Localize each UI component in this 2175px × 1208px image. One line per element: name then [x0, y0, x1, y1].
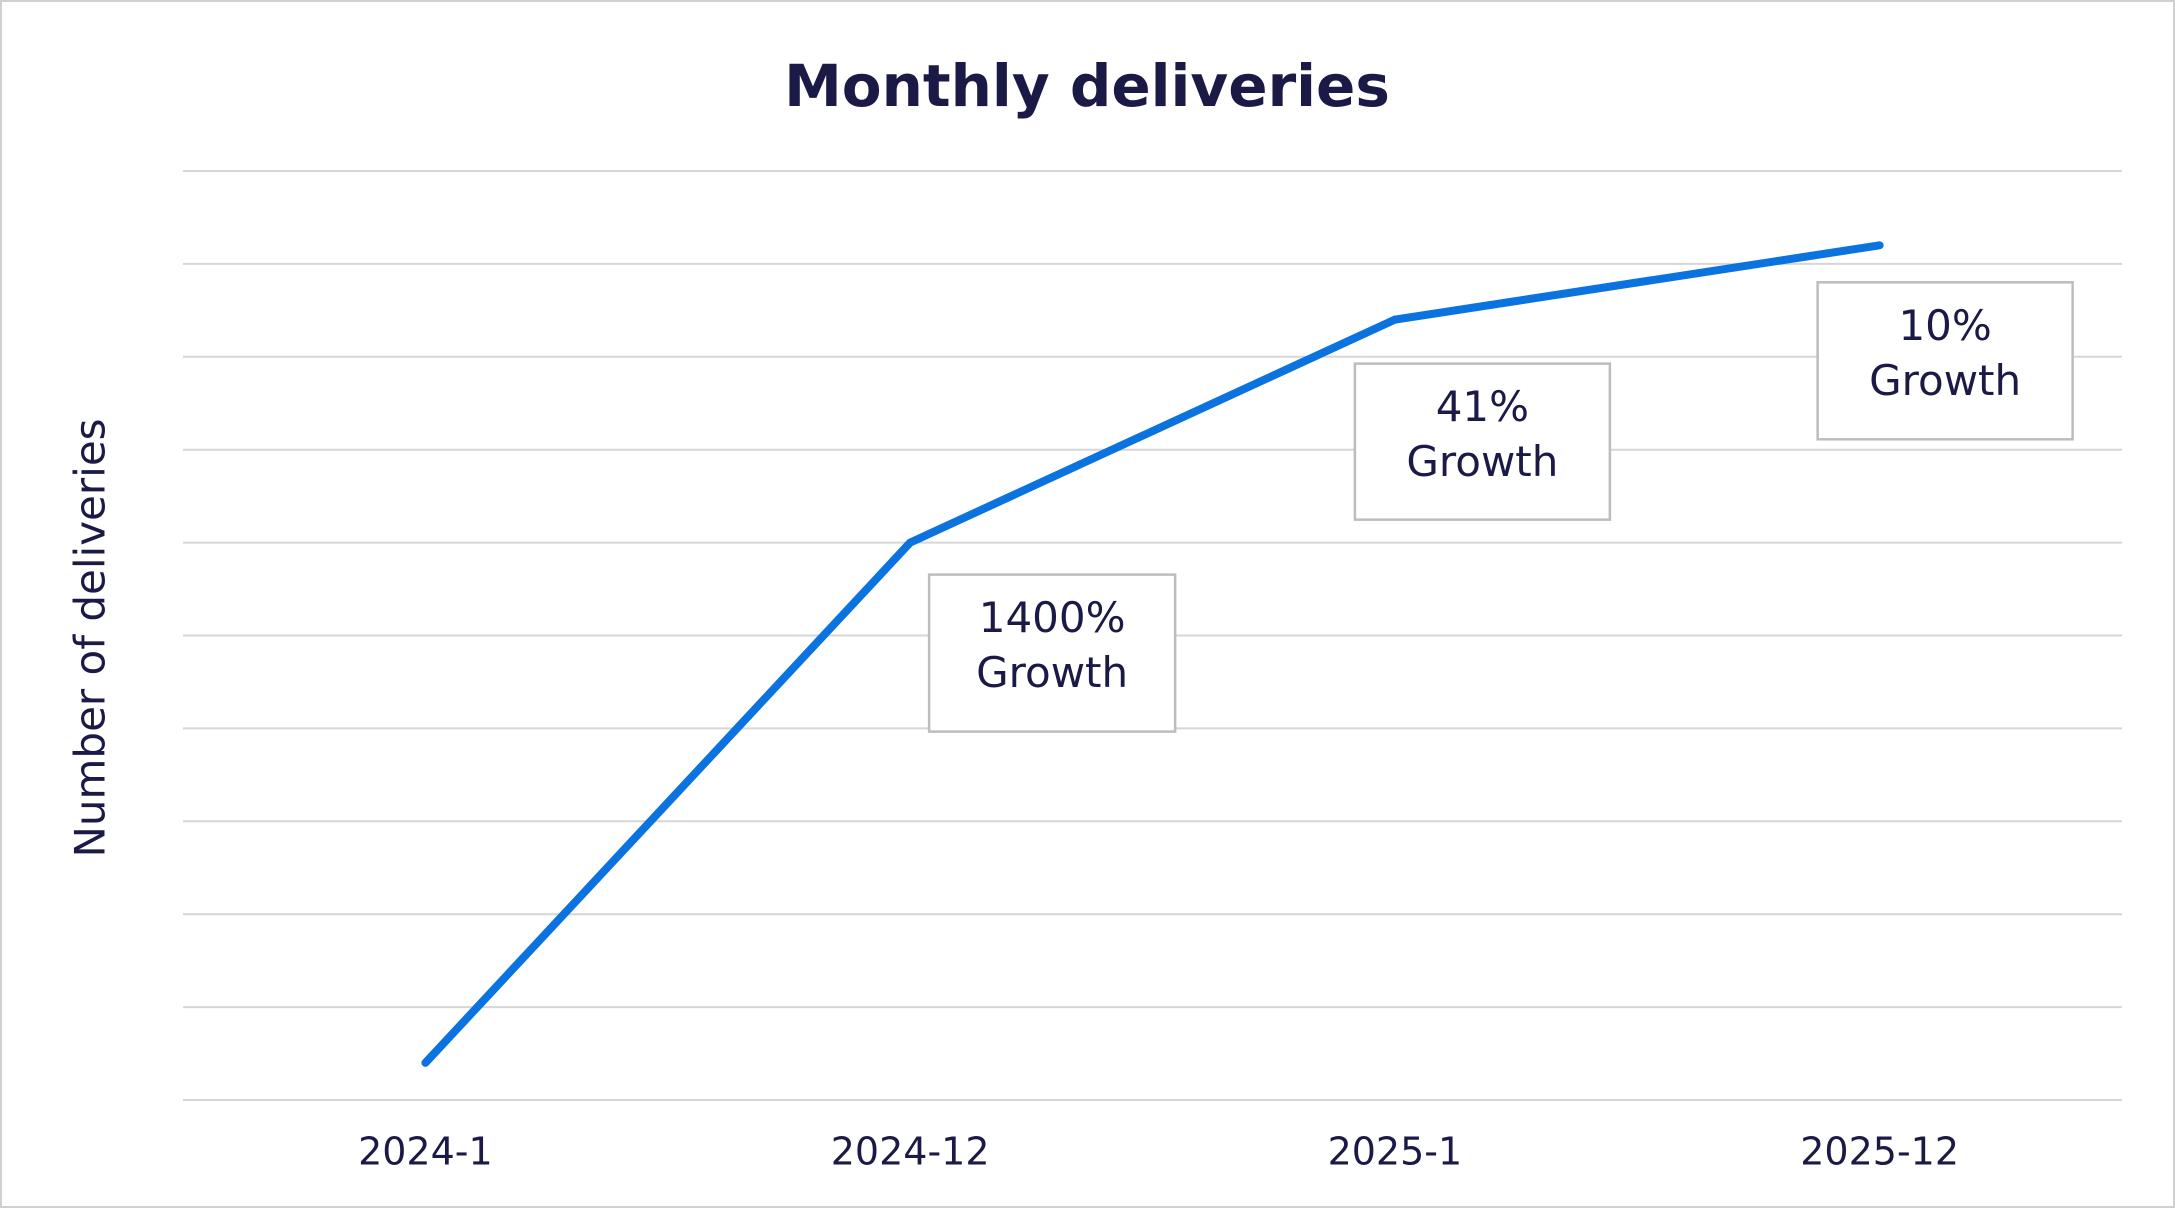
annotation-text: 1400%: [979, 593, 1126, 642]
annotation-text: Growth: [1406, 437, 1558, 486]
annotation-text: 41%: [1436, 382, 1529, 431]
chart-title: Monthly deliveries: [784, 52, 1390, 120]
annotation-text: 10%: [1898, 301, 1991, 350]
y-axis-label: Number of deliveries: [66, 418, 115, 857]
data-line: [421, 241, 1884, 1067]
annotation-box: [927, 573, 1177, 733]
x-tick-label: 2025-1: [1328, 1130, 1463, 1174]
x-tick-label: 2024-12: [831, 1130, 990, 1174]
annotation-text: Growth: [976, 648, 1128, 697]
annotation-text: Growth: [1869, 356, 2021, 405]
annotation-box: [1353, 362, 1612, 521]
annotation-box: [1816, 281, 2074, 441]
x-tick-label: 2025-12: [1800, 1130, 1959, 1174]
x-tick-label: 2024-1: [358, 1130, 493, 1174]
